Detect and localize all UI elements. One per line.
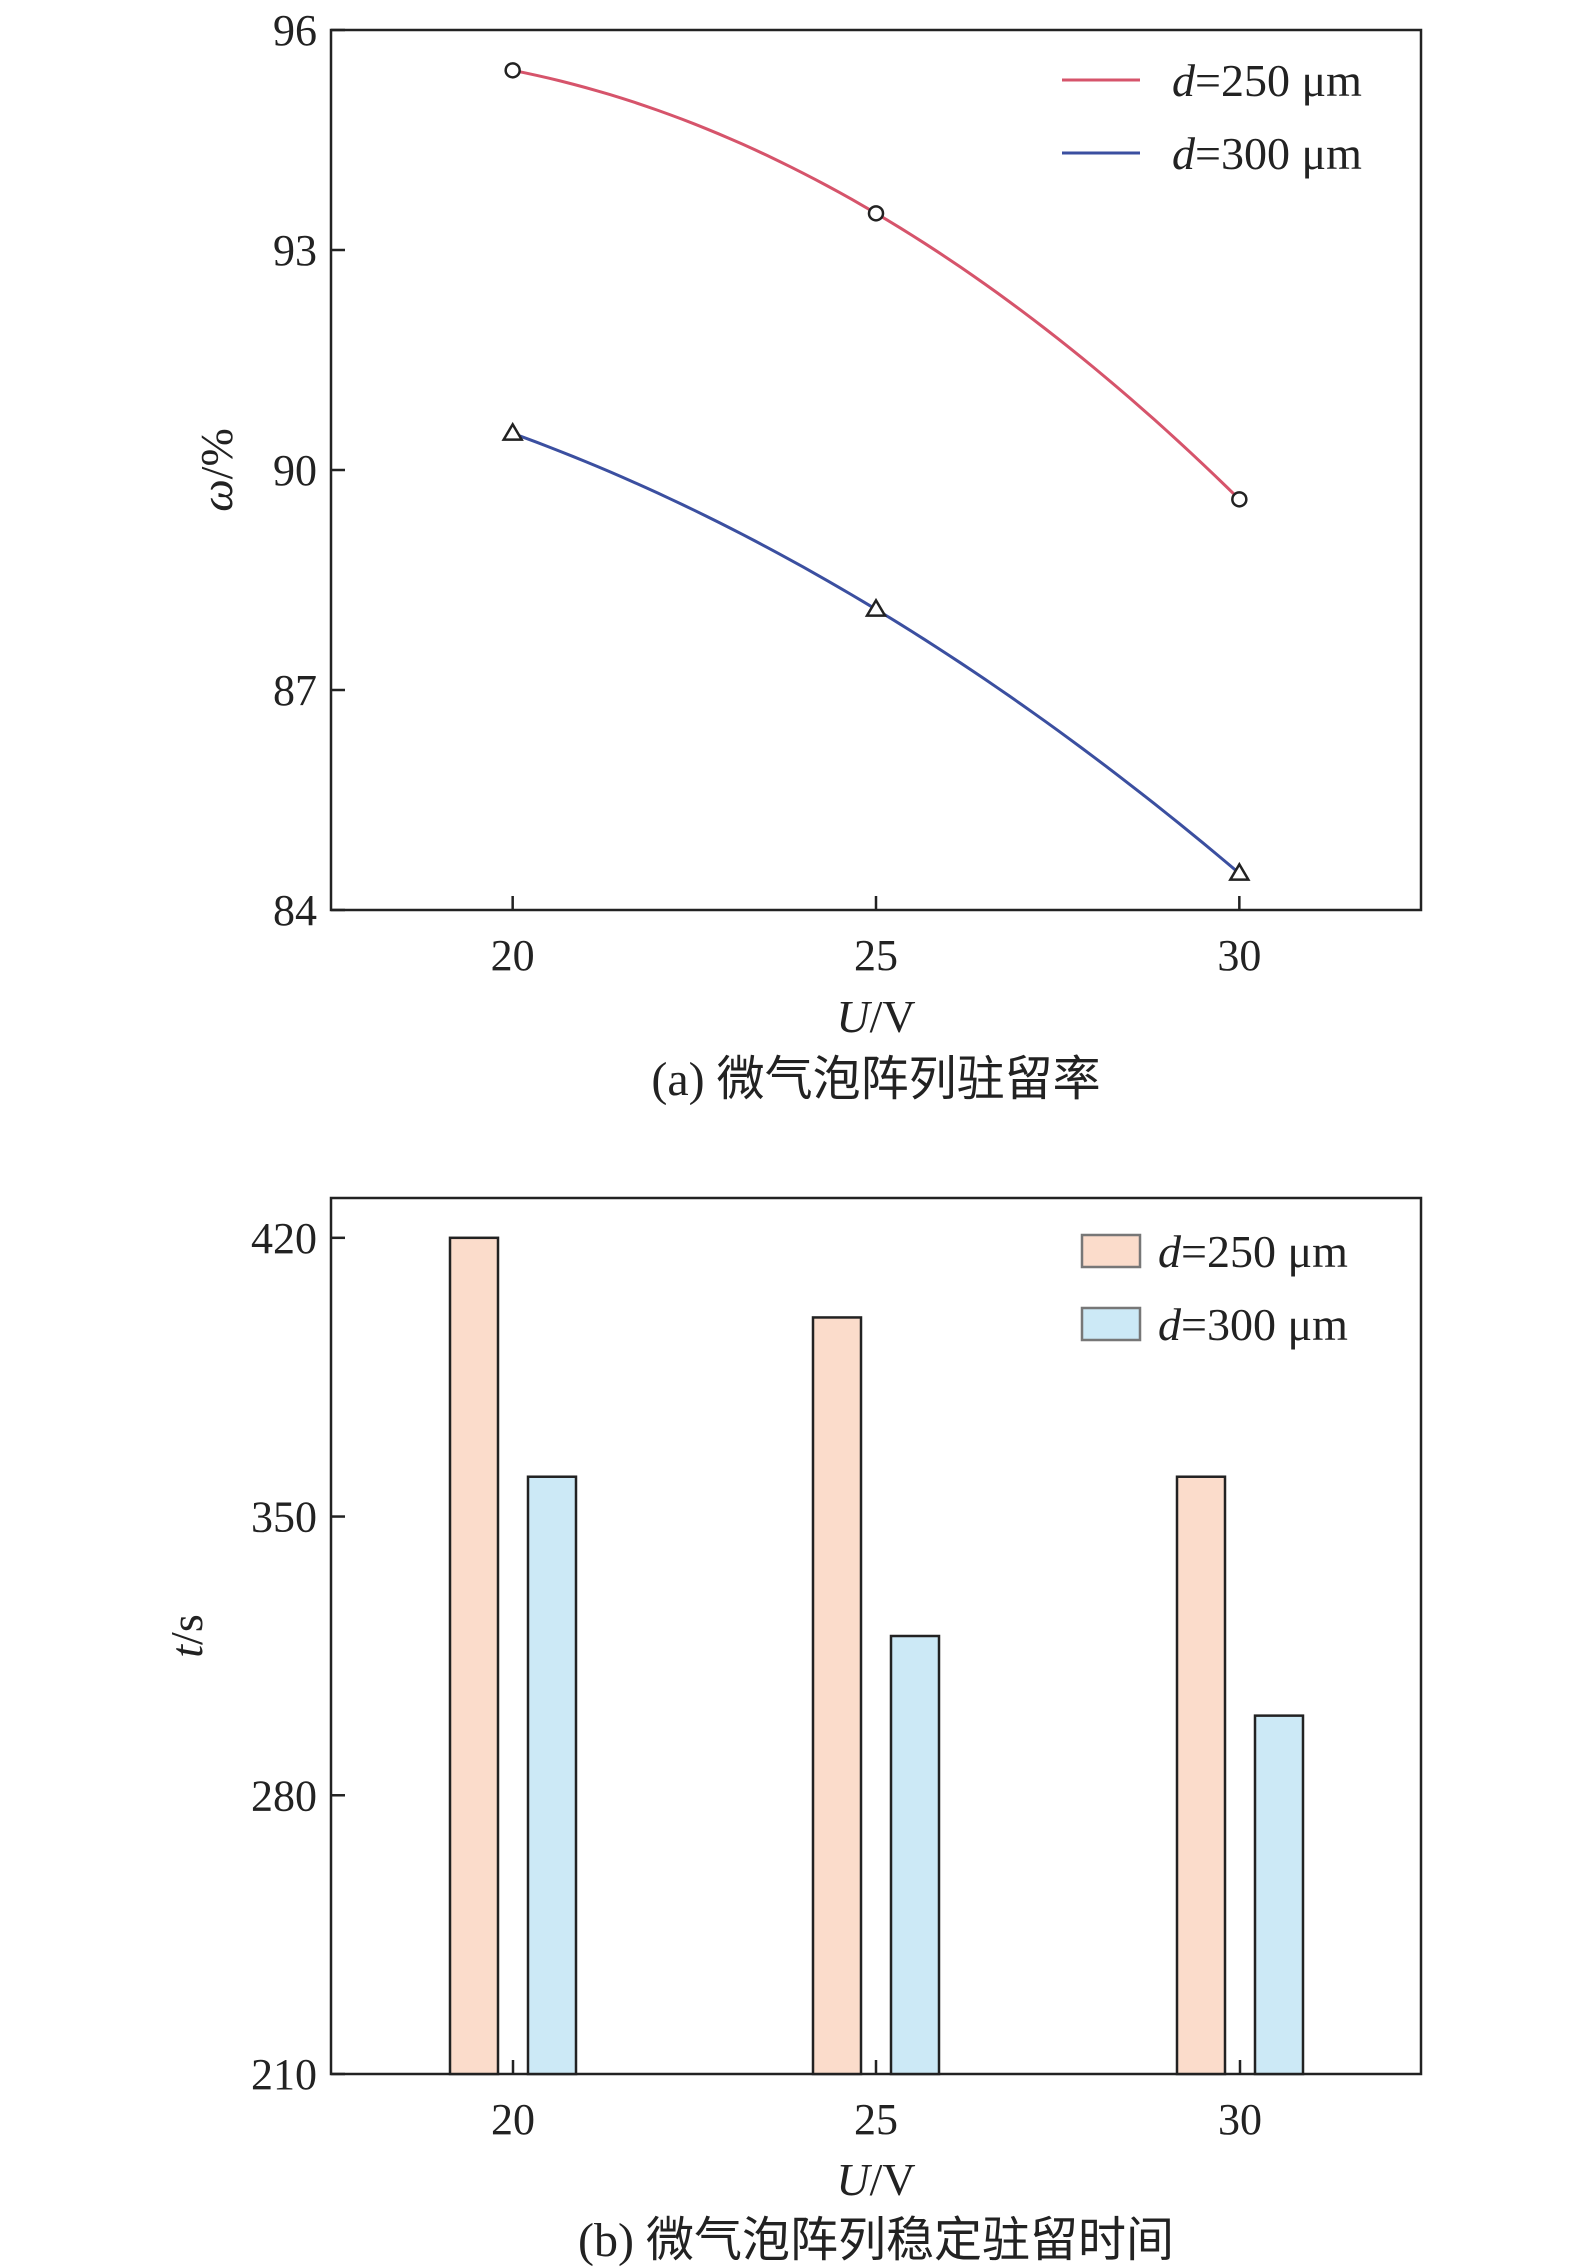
y-tick-label: 93 [273, 226, 317, 275]
legend: d=250 μm d=300 μm [1062, 55, 1362, 179]
x-tick-label: 25 [854, 2095, 898, 2144]
data-point [504, 62, 521, 79]
bar-series-1 [1175, 1475, 1227, 2076]
bar-series-1 [811, 1316, 863, 2076]
bar-series-1 [448, 1236, 500, 2076]
x-axis: 20 25 30 [491, 896, 1261, 980]
y-tick-label: 210 [251, 2050, 317, 2099]
bars-group [448, 1236, 1305, 2076]
bar-series-2 [889, 1634, 941, 2076]
chart-caption: (b) 微气泡阵列稳定驻留时间 [578, 2214, 1174, 2267]
y-tick-label: 96 [273, 6, 317, 55]
y-tick-label: 420 [251, 1214, 317, 1263]
data-point [864, 597, 888, 617]
x-tick-label: 25 [854, 931, 898, 980]
y-tick-label: 350 [251, 1493, 317, 1542]
data-point [1231, 491, 1248, 508]
y-axis-title: t/s [161, 1614, 212, 1657]
y-tick-label: 87 [273, 666, 317, 715]
y-tick-label: 280 [251, 1771, 317, 1820]
y-tick-label: 84 [273, 886, 317, 935]
x-axis: 20 25 30 [491, 2060, 1262, 2144]
legend-swatch [1080, 1233, 1142, 1269]
x-tick-label: 30 [1217, 931, 1261, 980]
x-tick-label: 30 [1218, 2095, 1262, 2144]
bar-series-2 [1253, 1714, 1305, 2076]
series-group [501, 62, 1251, 881]
series-line-2 [512, 431, 1241, 875]
legend-label: d=300 μm [1172, 128, 1362, 179]
y-axis: 84 87 90 93 96 [273, 6, 345, 935]
y-tick-label: 90 [273, 446, 317, 495]
bar-chart-panel: 210 280 350 420 20 25 30 d=250 μm d=300 μm t/s… [161, 1196, 1423, 2267]
x-tick-label: 20 [491, 931, 535, 980]
y-axis: 210 280 350 420 [251, 1214, 345, 2099]
legend-label: d=300 μm [1158, 1299, 1348, 1350]
x-tick-label: 20 [491, 2095, 535, 2144]
data-point [1228, 861, 1251, 881]
data-point [501, 421, 524, 441]
line-chart-panel: 84 87 90 93 96 20 25 30 d=250 μm d=300 μm ω/% U… [191, 6, 1423, 1106]
legend-label: d=250 μm [1158, 1226, 1348, 1277]
bar-series-2 [526, 1475, 578, 2076]
data-point [867, 205, 885, 222]
legend: d=250 μm d=300 μm [1080, 1226, 1348, 1350]
chart-caption: (a) 微气泡阵列驻留率 [651, 1053, 1100, 1106]
legend-label: d=250 μm [1172, 55, 1362, 106]
series-line-1 [512, 68, 1241, 501]
x-axis-title: U/V [836, 991, 915, 1042]
y-axis-title: ω/% [191, 428, 242, 512]
legend-swatch [1080, 1306, 1142, 1342]
x-axis-title: U/V [836, 2154, 915, 2205]
